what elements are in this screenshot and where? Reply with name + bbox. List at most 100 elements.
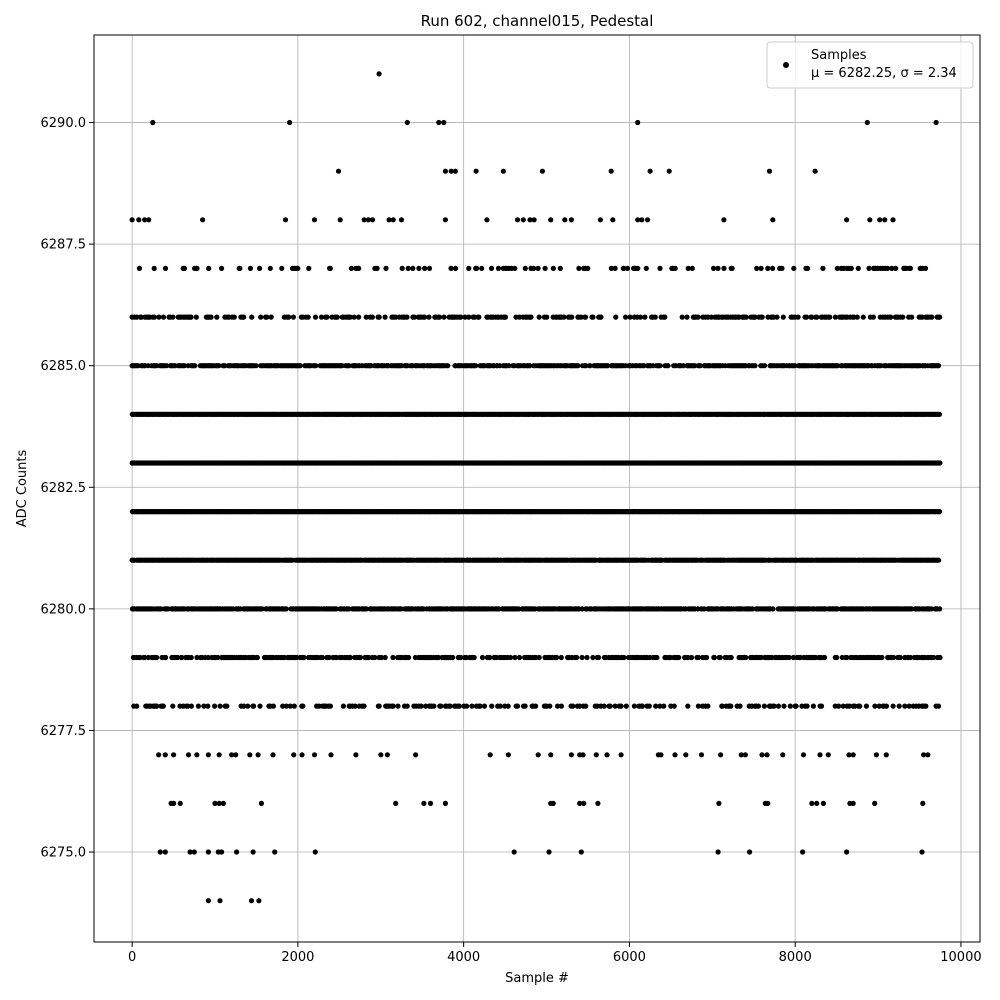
data-point — [527, 363, 533, 369]
data-point — [181, 265, 188, 271]
data-point — [348, 265, 354, 271]
data-point — [654, 654, 660, 661]
data-point — [254, 654, 260, 661]
data-point — [257, 703, 263, 709]
data-point — [264, 314, 270, 320]
data-point — [214, 314, 220, 320]
data-point — [300, 703, 306, 709]
data-point — [747, 849, 753, 855]
data-point — [531, 265, 537, 271]
data-point — [578, 314, 584, 320]
data-point — [762, 363, 768, 369]
data-point — [395, 703, 401, 709]
data-point — [251, 703, 257, 709]
data-point — [593, 752, 599, 758]
data-point — [759, 314, 765, 320]
data-point — [187, 849, 193, 855]
data-point — [154, 654, 160, 661]
data-point — [929, 314, 935, 320]
data-point — [627, 314, 633, 320]
data-point — [181, 363, 187, 369]
data-point — [870, 314, 877, 320]
data-point — [479, 654, 486, 661]
data-point — [729, 265, 735, 271]
data-point — [717, 654, 723, 661]
data-point — [584, 654, 590, 661]
data-point — [466, 265, 472, 271]
data-point — [721, 217, 727, 223]
data-point — [324, 314, 330, 320]
data-point — [715, 849, 721, 855]
data-point — [363, 314, 369, 320]
data-point — [272, 849, 278, 855]
data-point — [150, 119, 156, 126]
data-point — [383, 265, 389, 271]
data-point — [704, 654, 710, 661]
data-point — [867, 217, 873, 223]
data-point — [872, 800, 878, 807]
data-point — [511, 849, 517, 855]
chart-title: Run 602, channel015, Pedestal — [421, 12, 654, 30]
data-point — [623, 703, 629, 709]
data-point — [473, 265, 480, 271]
data-point — [574, 703, 581, 709]
data-point — [921, 752, 927, 758]
data-point — [643, 265, 649, 271]
data-point — [738, 752, 744, 758]
data-point — [761, 703, 768, 709]
data-point — [754, 265, 760, 271]
data-point — [809, 800, 815, 807]
data-point — [850, 800, 856, 807]
data-point — [890, 217, 896, 223]
data-point — [635, 217, 641, 223]
data-point — [780, 314, 786, 320]
data-point — [877, 217, 883, 223]
data-point — [237, 265, 243, 271]
data-point — [361, 217, 367, 223]
data-point — [217, 703, 223, 709]
data-point — [585, 265, 591, 271]
data-point — [718, 752, 724, 758]
data-point — [369, 217, 376, 223]
data-point — [258, 314, 264, 320]
data-point — [850, 752, 856, 758]
data-point — [267, 265, 273, 271]
x-tick-label: 2000 — [281, 950, 314, 965]
data-point — [893, 265, 899, 271]
data-point — [442, 217, 448, 223]
data-point — [136, 265, 142, 271]
data-point — [936, 557, 942, 563]
data-point — [224, 703, 230, 709]
data-point — [919, 849, 925, 855]
data-point — [255, 752, 261, 758]
data-point — [248, 898, 255, 904]
data-point — [550, 265, 557, 271]
data-point — [520, 217, 526, 223]
data-point — [897, 654, 903, 661]
data-point — [427, 800, 434, 807]
data-point — [758, 265, 764, 271]
data-point — [548, 217, 554, 223]
data-point — [812, 168, 818, 174]
data-point — [554, 654, 560, 661]
data-point — [855, 265, 861, 271]
data-point — [550, 800, 556, 807]
data-point — [937, 509, 943, 515]
data-point — [595, 654, 602, 661]
data-point — [623, 314, 629, 320]
data-point — [920, 800, 926, 807]
data-point — [577, 800, 583, 807]
data-point — [450, 654, 456, 661]
data-point — [652, 314, 658, 320]
data-point — [231, 314, 237, 320]
data-point — [661, 703, 667, 709]
data-point — [233, 752, 239, 758]
data-point — [311, 217, 318, 223]
legend-series-name: Samples — [811, 48, 867, 63]
data-point — [219, 265, 225, 271]
data-point — [157, 849, 163, 855]
data-point — [516, 314, 523, 320]
data-point — [390, 217, 396, 223]
data-point — [328, 752, 334, 758]
